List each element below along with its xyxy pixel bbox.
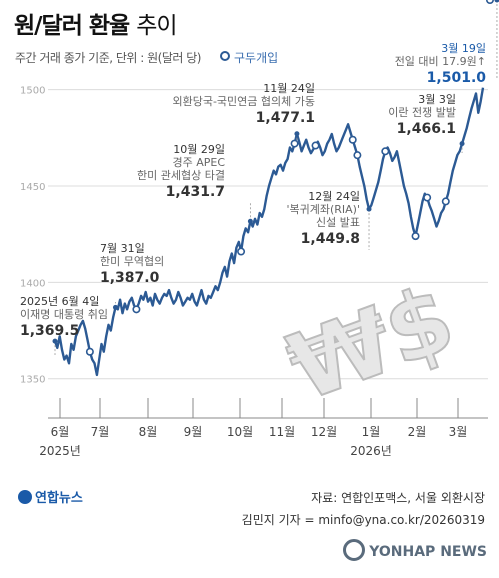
annotation-date: 11월 24일 (263, 81, 315, 95)
brand-watermark: YONHAP NEWS (343, 539, 487, 561)
credit-text: 김민지 기자 = minfo@yna.co.kr/20260319 (241, 513, 485, 527)
annotation-point (459, 141, 465, 147)
y-tick-label: 1500 (20, 86, 45, 97)
x-tick-label: 10월 (227, 425, 253, 439)
intervention-marker (381, 147, 390, 156)
annotation-value: 1,477.1 (256, 110, 315, 126)
series-line (53, 87, 485, 377)
y-tick-label: 1450 (20, 182, 45, 193)
x-tick-label: 9월 (184, 425, 203, 439)
annotation-value: 1,449.8 (301, 231, 360, 247)
currency-symbol-icon: ₩$ (274, 264, 468, 423)
annotation-point (494, 0, 499, 3)
intervention-marker (132, 305, 141, 314)
legend: 구두개입 (220, 49, 278, 66)
intervention-marker (290, 139, 299, 148)
brand-text: YONHAP NEWS (369, 544, 487, 560)
intervention-marker (237, 247, 246, 256)
annotation-event: 외환당국-국민연금 협의체 가동 (172, 95, 315, 108)
title-sub: 추이 (136, 13, 177, 39)
intervention-marker (348, 135, 357, 144)
intervention-marker-icon (220, 51, 230, 61)
x-tick-label: 6월 (51, 425, 70, 439)
annotation-event: 한미 무역협의 (100, 255, 164, 268)
yonhap-logo: 연합뉴스 (18, 487, 83, 506)
year-label: 2026년 (350, 444, 392, 458)
annotation-date: 7월 31일 (100, 241, 145, 255)
annotation-date: 2025년 6월 4일 (20, 294, 99, 308)
annotation-point (52, 338, 58, 344)
annotation-event: 이란 전쟁 발발 (388, 106, 456, 119)
annotation-event: 이재명 대통령 취임 (20, 308, 108, 321)
x-tick-label: 3월 (449, 425, 468, 439)
annotation-event: '복귀계좌(RIA)' (286, 203, 360, 216)
annotation-point (294, 131, 300, 137)
page-title: 원/달러 환율 추이 (14, 6, 178, 40)
x-tick-label: 2월 (408, 425, 427, 439)
annotation-event: 경주 APEC (172, 156, 225, 169)
annotation-point (366, 206, 372, 212)
chart-subtitle: 주간 거래 종가 기준, 단위 : 원(달러 당) (15, 51, 201, 65)
svg-text:₩$: ₩$ (275, 265, 467, 422)
x-tick-label: 1월 (362, 425, 381, 439)
intervention-marker (311, 141, 320, 150)
annotation-value: 1,387.0 (100, 270, 160, 286)
x-tick-label: 12월 (311, 425, 337, 439)
brand-ring-icon (343, 539, 366, 561)
y-tick-label: 1400 (20, 278, 45, 289)
annotation-value: 1,431.7 (166, 184, 225, 200)
annotation-event: 전일 대비 17.9원↑ (395, 54, 486, 68)
annotation-date: 10월 29일 (173, 142, 225, 156)
source-text: 자료: 연합인포맥스, 서울 외환시장 (311, 491, 485, 505)
intervention-marker (441, 197, 450, 206)
annotation-event: 한미 관세협상 타결 (137, 169, 225, 182)
y-tick-label: 1350 (20, 375, 45, 386)
annotation-date: 3월 19일 (441, 41, 486, 55)
title-main: 원/달러 환율 (14, 13, 130, 39)
year-label: 2025년 (39, 444, 81, 458)
annotation-value: 1,466.1 (397, 121, 456, 137)
annotation-event: 신설 발표 (316, 216, 360, 229)
legend-label: 구두개입 (234, 51, 279, 65)
intervention-marker (423, 193, 432, 202)
annotation-date: 3월 3일 (418, 92, 456, 106)
yonhap-logo-icon (18, 490, 32, 504)
annotation-value: 1,369.5 (20, 323, 79, 339)
intervention-marker (485, 0, 494, 4)
intervention-marker (353, 151, 362, 160)
annotation-point (112, 304, 118, 310)
annotation-date: 12월 24일 (308, 189, 360, 203)
x-tick-label: 7월 (91, 425, 110, 439)
x-tick-label: 11월 (269, 425, 295, 439)
annotation-point (247, 218, 253, 224)
x-tick-label: 8월 (139, 425, 158, 439)
annotation-value: 1,501.0 (427, 70, 487, 86)
logo-text: 연합뉴스 (35, 491, 83, 506)
intervention-marker (411, 232, 420, 241)
intervention-marker (85, 347, 94, 356)
